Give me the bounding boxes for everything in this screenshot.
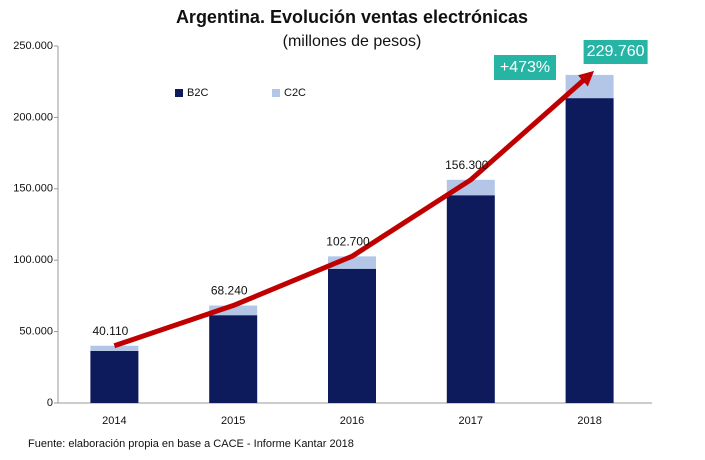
total-label: 40.110	[92, 324, 128, 338]
trend-line	[113, 70, 595, 349]
chart-title: Argentina. Evolución ventas electrónicas	[176, 7, 528, 27]
bar-segment	[446, 195, 495, 403]
bar-segment	[565, 74, 614, 99]
legend-swatch	[175, 89, 183, 97]
y-tick-label: 200.000	[13, 111, 53, 123]
total-label: 229.760	[587, 43, 645, 60]
x-tick-label: 2017	[459, 415, 483, 427]
total-label-box	[583, 40, 648, 64]
bar-segment	[90, 350, 139, 403]
y-tick-label: 0	[47, 397, 53, 409]
x-tick-label: 2014	[102, 415, 126, 427]
y-tick-label: 100.000	[13, 254, 53, 266]
bar-segment	[209, 305, 258, 316]
bar-segment	[446, 179, 495, 196]
annotation-box	[494, 55, 556, 80]
total-label: 68.240	[211, 284, 248, 298]
bar-segment	[565, 98, 614, 403]
bar-segment	[328, 268, 376, 403]
y-tick-label: 250.000	[13, 40, 53, 52]
total-label: 102.700	[326, 235, 370, 249]
source-note: Fuente: elaboración propia en base a CAC…	[28, 438, 354, 450]
y-tick-label: 150.000	[13, 183, 53, 195]
total-label: 156.300	[445, 158, 489, 172]
legend-label: B2C	[187, 87, 208, 99]
x-tick-label: 2018	[577, 415, 601, 427]
bar-segment	[90, 345, 139, 351]
annotation: +473%	[500, 59, 550, 76]
legend-label: C2C	[284, 87, 306, 99]
bar-segment	[209, 315, 258, 403]
y-tick-label: 50.000	[19, 326, 53, 338]
chart-subtitle: (millones de pesos)	[283, 33, 422, 50]
legend-swatch	[272, 89, 280, 97]
x-tick-label: 2016	[340, 415, 364, 427]
x-tick-label: 2015	[221, 415, 245, 427]
